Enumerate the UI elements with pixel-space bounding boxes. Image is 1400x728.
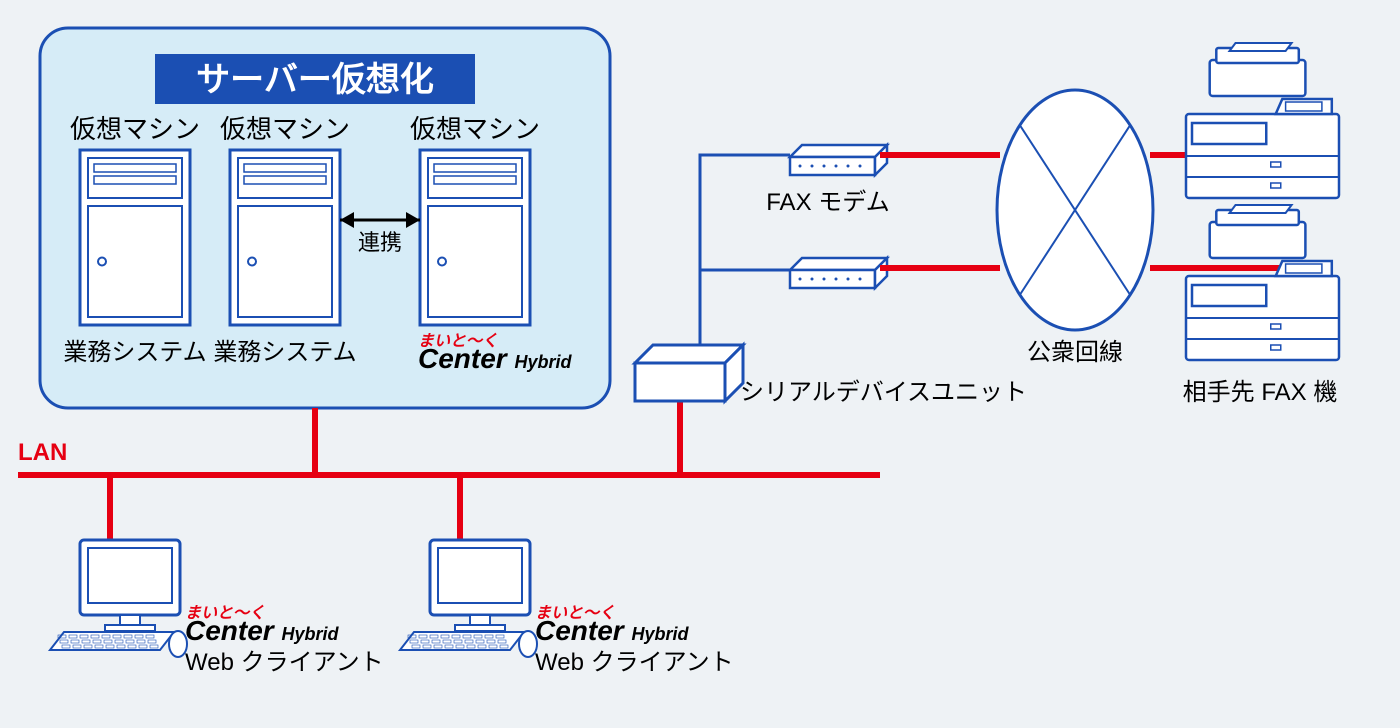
vm-sublabel: 業務システム bbox=[213, 339, 356, 366]
fax-machine-icon bbox=[1186, 43, 1339, 198]
fax-modem-label: FAX モデム bbox=[766, 189, 890, 216]
virtualization-title: サーバー仮想化 bbox=[196, 61, 434, 99]
vm-label: 仮想マシン bbox=[220, 114, 350, 144]
client-label: Web クライアント bbox=[185, 649, 384, 676]
server-rack-icon bbox=[80, 150, 190, 325]
logo-script: まいと～く bbox=[418, 332, 498, 350]
pstn-label: 公衆回線 bbox=[1027, 339, 1123, 366]
server-rack-icon bbox=[230, 150, 340, 325]
serial-to-modem-line bbox=[700, 270, 790, 345]
logo-script: まいと～く bbox=[535, 604, 615, 622]
fax-modem-icon bbox=[790, 145, 887, 175]
vm-label: 仮想マシン bbox=[70, 114, 200, 144]
remote-fax-label: 相手先 FAX 機 bbox=[1183, 379, 1338, 406]
serial-to-modem-line bbox=[700, 155, 790, 345]
client-pc-icon bbox=[400, 540, 537, 657]
serial-device-unit-icon bbox=[635, 345, 743, 401]
vm-label: 仮想マシン bbox=[410, 114, 540, 144]
server-rack-icon bbox=[420, 150, 530, 325]
client-label: Web クライアント bbox=[535, 649, 734, 676]
serial-device-label: シリアルデバイスユニット bbox=[740, 379, 1027, 406]
lan-label: LAN bbox=[18, 439, 67, 466]
fax-modem-icon bbox=[790, 258, 887, 288]
logo-script: まいと～く bbox=[185, 604, 265, 622]
fax-machine-icon bbox=[1186, 205, 1339, 360]
link-label: 連携 bbox=[358, 230, 402, 255]
vm-sublabel: 業務システム bbox=[63, 339, 206, 366]
client-pc-icon bbox=[50, 540, 187, 657]
